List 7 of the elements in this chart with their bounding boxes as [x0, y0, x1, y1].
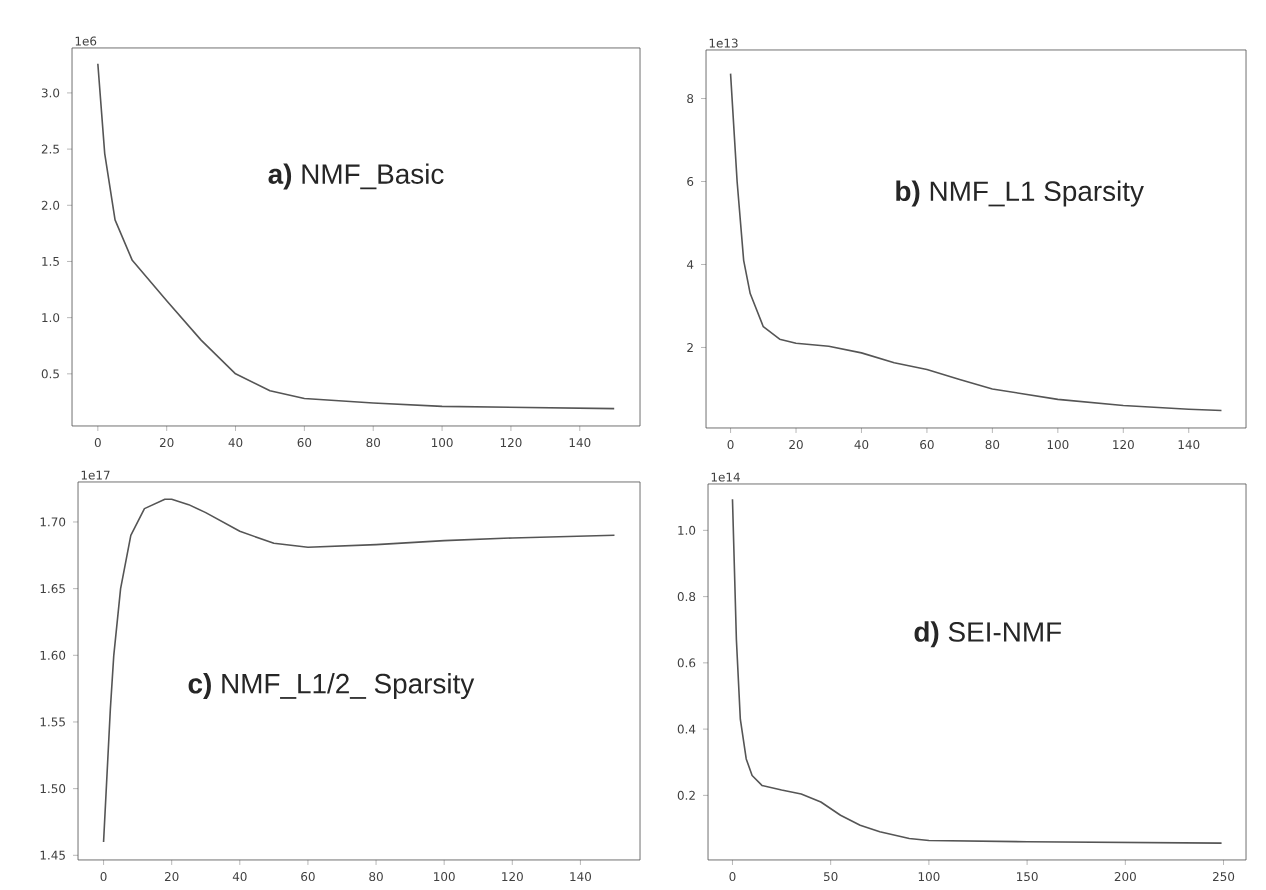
- text: d) SEI-NMF: [914, 621, 1062, 648]
- line-series: [729, 72, 1223, 412]
- text: c) NMF_L1/2_ Sparsity: [188, 673, 475, 700]
- text: a) NMF_Basic: [268, 163, 444, 190]
- line-series: [731, 498, 1223, 844]
- line-series: [97, 62, 616, 410]
- text: b) NMF_L1 Sparsity: [896, 180, 1144, 207]
